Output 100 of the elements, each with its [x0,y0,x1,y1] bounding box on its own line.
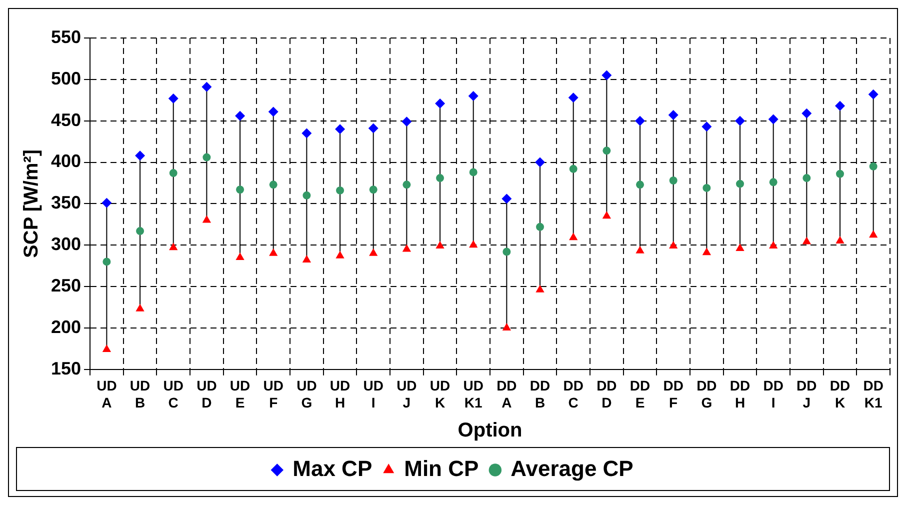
point [435,98,446,108]
x-tick-label: DD B [530,378,550,410]
legend-label: Max CP [292,456,372,482]
point [202,82,212,92]
x-tick-label: DD A [496,378,517,410]
legend-label: Min CP [404,456,479,482]
point [202,153,211,162]
x-tick-label: UD G [296,378,317,410]
y-axis-title: SCP [W/m²] [20,149,43,258]
point [602,70,612,80]
point [168,93,178,104]
point [536,222,544,231]
point [869,230,878,238]
point [135,150,146,161]
point [502,194,512,204]
point [368,123,378,134]
point [268,106,278,117]
point [569,164,578,173]
point [302,128,312,138]
point [336,250,344,258]
point [402,244,412,252]
x-tick-label: UD K1 [463,378,484,410]
point [768,114,778,124]
y-tick-label: 550 [50,26,82,47]
point [569,232,578,240]
point [636,246,644,254]
point [202,215,212,223]
point [402,180,411,189]
point [668,110,678,120]
point [869,162,878,170]
point [602,211,612,219]
point [602,146,611,155]
point [236,186,244,194]
y-tick-label: 400 [50,151,82,172]
point [335,124,346,134]
point [369,248,378,256]
point [436,174,444,182]
point [736,180,744,188]
x-tick-label: UD A [96,378,117,410]
point [369,186,378,194]
x-tick-label: DD K [830,378,850,410]
point [735,116,746,126]
x-tick-label: UD C [163,378,184,410]
x-tick-label: UD E [230,378,250,410]
y-tick-label: 200 [50,316,82,337]
x-tick-label: UD D [196,378,217,410]
point [835,100,845,111]
point [702,248,712,256]
point [702,122,712,132]
point [702,184,711,192]
point [468,90,478,101]
x-tick-label: UD H [330,378,350,410]
point [169,242,178,250]
x-tick-label: DD I [763,378,784,410]
point [769,240,778,248]
point [302,191,311,200]
point [136,304,144,312]
legend-label: Average CP [510,456,634,482]
y-tick-label: 150 [50,358,82,378]
point [235,110,246,121]
point [836,236,844,244]
point [102,258,111,266]
x-tick-label: DD K1 [863,378,884,410]
point [302,255,312,263]
point [802,174,811,182]
y-tick-label: 300 [50,234,82,254]
x-tick-label: UD B [130,378,150,410]
x-tick-label: DD E [630,378,650,410]
point [669,240,678,248]
point [636,180,644,189]
point [436,240,444,248]
point [269,180,278,189]
x-tick-label: DD J [796,378,817,410]
x-tick-label: DD F [663,378,684,410]
x-axis-title: Option [458,420,522,442]
point [336,186,344,194]
point [802,236,811,244]
x-tick-label: UD J [396,378,417,410]
point [402,116,412,127]
x-tick-label: DD C [563,378,584,410]
x-tick-label: UD I [363,378,384,410]
x-tick-label: DD H [730,378,750,410]
point [536,284,544,292]
point [568,92,578,103]
point [136,227,144,236]
point [502,322,512,330]
point [269,248,278,256]
x-tick-label: UD K [430,378,450,410]
point [502,248,511,256]
y-tick-label: 350 [50,192,82,213]
point [102,344,112,352]
y-tick-label: 500 [50,68,82,88]
x-tick-label: DD D [596,378,617,410]
y-tick-label: 450 [50,110,82,130]
x-tick-label: DD G [696,378,717,410]
point [102,198,112,208]
point [169,169,178,178]
point [236,252,244,260]
point [469,168,478,176]
point [769,178,778,186]
